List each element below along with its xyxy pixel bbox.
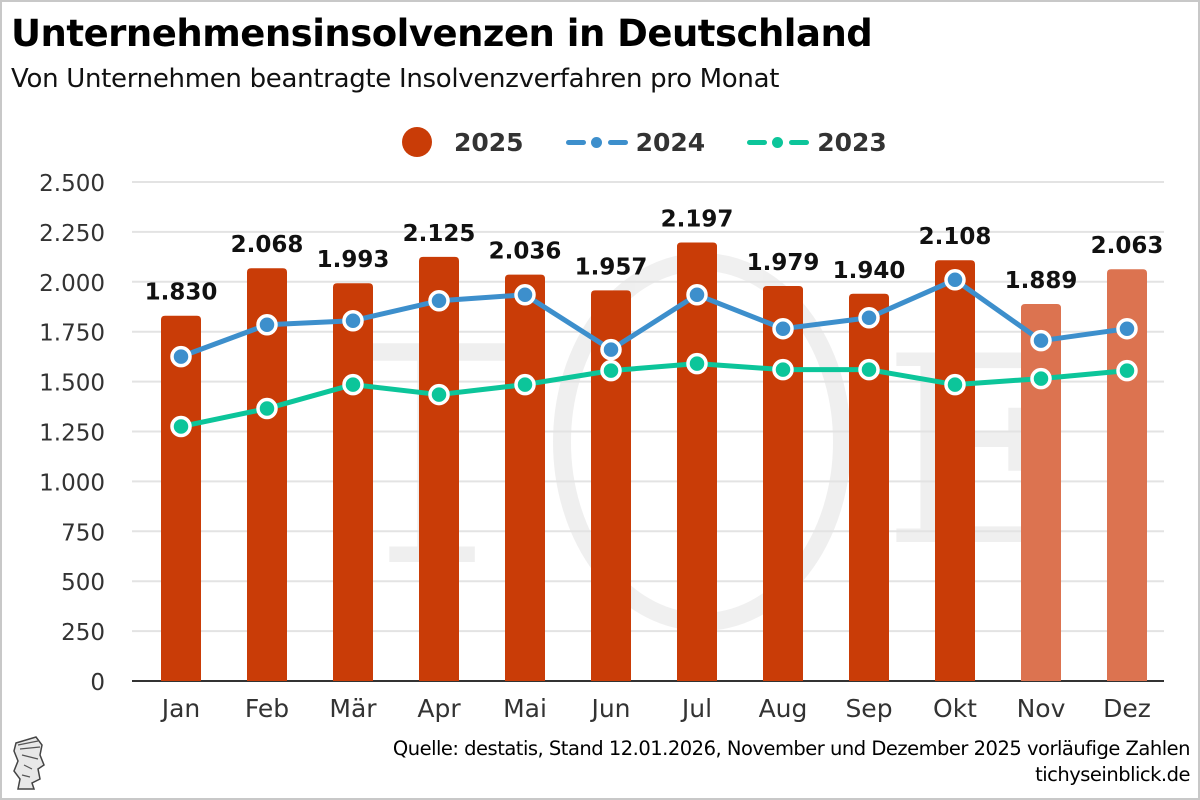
x-tick-label: Mai <box>503 694 547 723</box>
bar-value-label: 2.036 <box>489 239 562 265</box>
point-2024 <box>514 284 536 306</box>
legend-item-2024[interactable]: 2024 <box>565 127 706 157</box>
x-tick-label: Apr <box>417 694 461 723</box>
bar-value-label: 2.063 <box>1091 233 1164 259</box>
legend-item-2023[interactable]: 2023 <box>747 128 887 157</box>
x-tick-label: Okt <box>933 694 977 723</box>
bar-value-label: 1.940 <box>833 258 906 284</box>
bar-value-label: 2.068 <box>231 232 304 258</box>
x-tick-label: Nov <box>1017 694 1066 723</box>
line-2023 <box>180 361 1128 429</box>
legend: 2025 2024 2023 <box>402 124 929 160</box>
source-text: Quelle: destatis, Stand 12.01.2026, Nove… <box>392 737 1191 760</box>
x-tick-label: Jun <box>589 694 630 723</box>
point-2024 <box>256 313 278 336</box>
y-tick-label: 1.750 <box>39 321 105 347</box>
point-2023 <box>514 373 536 396</box>
point-2024 <box>600 338 622 361</box>
point-2024 <box>686 284 708 306</box>
line-2024 <box>180 277 1128 359</box>
x-tick-label: Jul <box>680 694 712 723</box>
bar-2025 <box>419 256 459 681</box>
x-tick-label: Mär <box>329 694 377 723</box>
bar-2025 <box>1021 303 1061 681</box>
bar-2025 <box>677 242 717 681</box>
bar-2025 <box>591 290 631 681</box>
y-tick-label: 2.500 <box>39 171 105 197</box>
point-2024 <box>772 317 794 340</box>
point-2023 <box>858 358 880 381</box>
point-2023 <box>686 352 708 375</box>
point-2023 <box>428 383 450 406</box>
bar-value-label: 1.993 <box>317 247 390 273</box>
y-tick-label: 500 <box>61 570 105 596</box>
chart-subtitle: Von Unternehmen beantragte Insolvenzverf… <box>11 64 780 94</box>
y-tick-label: 1.500 <box>39 371 105 397</box>
chart-title: Unternehmensinsolvenzen in Deutschland <box>11 12 873 55</box>
y-tick-label: 0 <box>90 670 105 696</box>
antique-head-logo-icon <box>13 736 45 790</box>
legend-bar-marker-icon <box>402 127 432 157</box>
x-tick-label: Dez <box>1103 694 1151 723</box>
point-2023 <box>600 359 622 382</box>
point-2023 <box>170 415 192 438</box>
bar-value-label: 2.125 <box>403 221 476 247</box>
y-tick-label: 1.000 <box>39 470 105 496</box>
bar-2025 <box>247 268 287 681</box>
point-2024 <box>1030 329 1052 352</box>
point-2024 <box>342 309 364 332</box>
bar-value-label: 2.197 <box>661 206 734 232</box>
bar-value-label: 1.979 <box>747 250 820 276</box>
y-tick-label: 250 <box>61 620 105 646</box>
legend-line-marker-icon <box>565 137 628 148</box>
point-2023 <box>256 397 278 420</box>
legend-line-marker-icon <box>747 137 810 148</box>
point-2024 <box>428 290 450 312</box>
bar-2025 <box>161 315 201 681</box>
bar-2025 <box>763 285 803 681</box>
point-2023 <box>1030 367 1052 390</box>
legend-label: 2024 <box>635 127 706 157</box>
bar-2025 <box>935 260 975 681</box>
x-tick-label: Jan <box>160 694 201 723</box>
y-tick-label: 1.250 <box>39 421 105 447</box>
point-2023 <box>772 358 794 381</box>
legend-label: 2023 <box>817 127 887 157</box>
x-tick-label: Aug <box>759 694 808 723</box>
x-tick-label: Sep <box>845 694 892 723</box>
bar-value-label: 2.108 <box>919 224 992 250</box>
point-2023 <box>342 373 364 396</box>
legend-label: 2025 <box>454 127 524 157</box>
x-tick-label: Feb <box>245 694 289 723</box>
point-2023 <box>944 373 966 396</box>
y-tick-label: 2.250 <box>39 221 105 247</box>
bar-value-label: 1.830 <box>145 280 218 306</box>
website-link[interactable]: tichyseinblick.de <box>1035 763 1190 786</box>
bar-2025 <box>505 274 545 681</box>
y-tick-label: 750 <box>61 520 105 546</box>
bar-value-label: 1.889 <box>1005 268 1078 294</box>
point-2023 <box>1116 359 1138 382</box>
legend-item-2025[interactable]: 2025 <box>402 127 524 157</box>
point-2024 <box>858 306 880 329</box>
point-2024 <box>944 269 966 291</box>
y-tick-label: 2.000 <box>39 271 105 297</box>
bar-2025 <box>333 283 373 681</box>
point-2024 <box>170 345 192 368</box>
bar-2025 <box>849 293 889 681</box>
bar-value-label: 1.957 <box>575 254 648 280</box>
source-note: Quelle: destatis, Stand 12.01.2026, Nove… <box>392 736 1191 788</box>
point-2024 <box>1116 317 1138 340</box>
